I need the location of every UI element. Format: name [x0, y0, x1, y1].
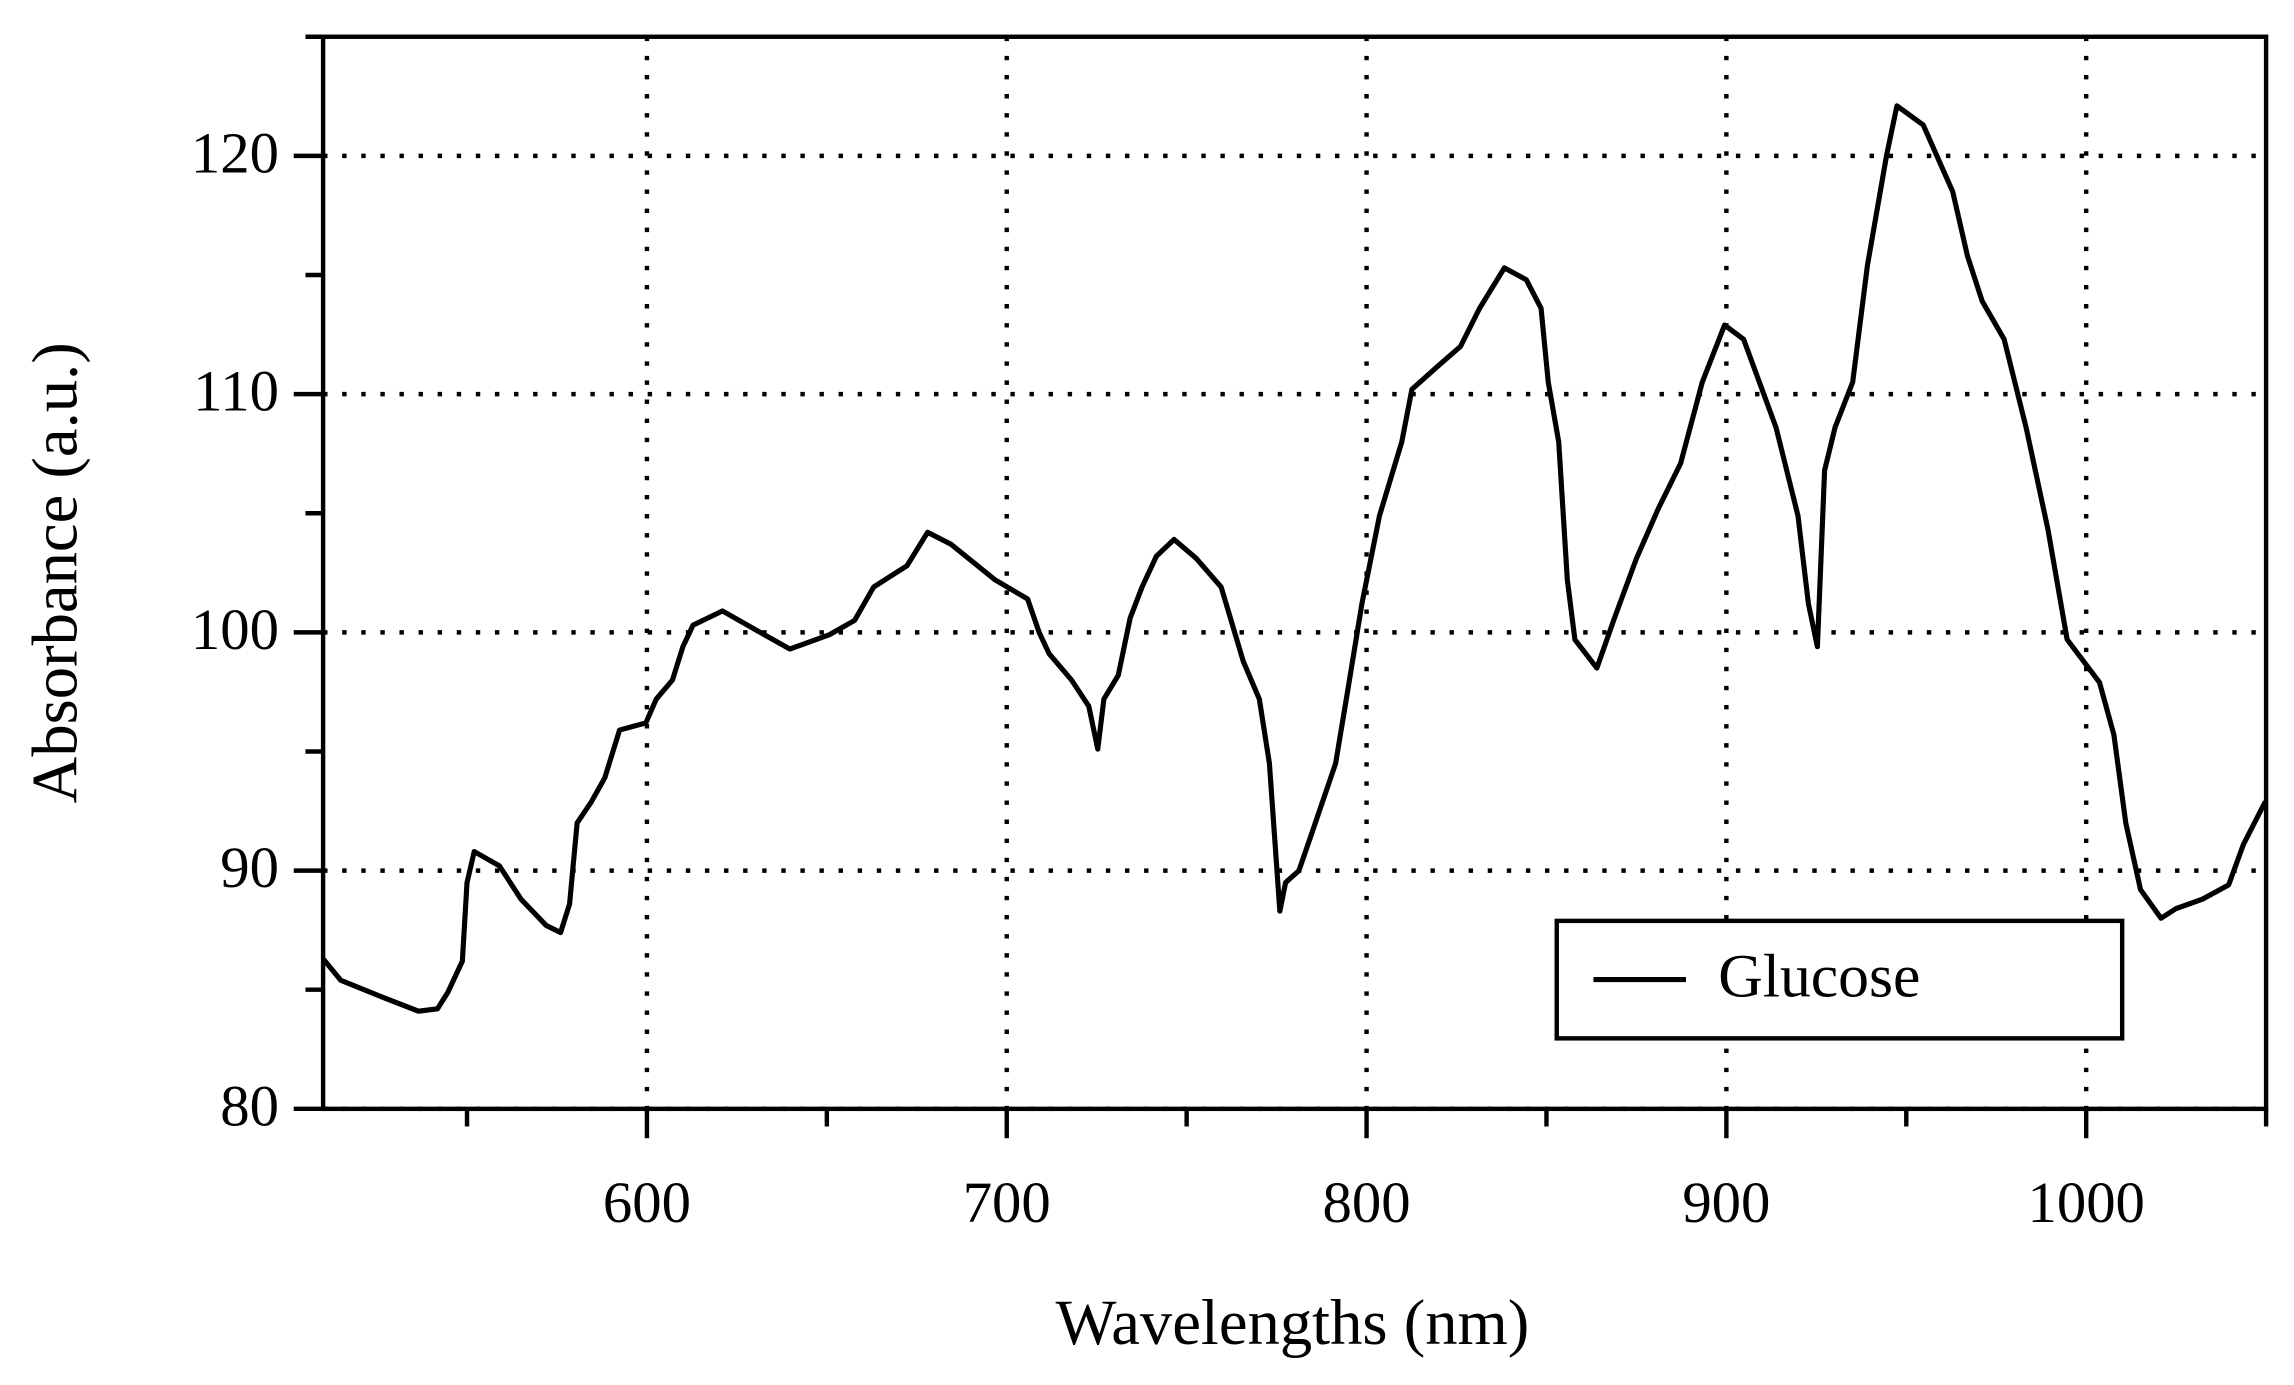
legend: Glucose	[1554, 918, 2125, 1041]
x-tick-label: 1000	[2027, 1170, 2144, 1235]
x-tick-label: 700	[963, 1170, 1051, 1235]
x-tick-label: 800	[1323, 1170, 1411, 1235]
y-tick-label: 80	[220, 1073, 279, 1138]
x-tick-label: 600	[603, 1170, 691, 1235]
y-tick-label: 120	[191, 120, 279, 185]
y-tick-label: 90	[220, 835, 279, 900]
y-tick-label: 100	[191, 597, 279, 662]
legend-label: Glucose	[1718, 943, 1920, 1011]
x-axis-label: Wavelengths (nm)	[1055, 1286, 1529, 1359]
y-axis-label: Absorbance (a.u.)	[19, 342, 92, 803]
x-tick-label: 900	[1682, 1170, 1770, 1235]
data-line	[321, 103, 2268, 1014]
plot-frame	[320, 34, 2269, 1112]
y-tick-label: 110	[193, 359, 279, 424]
